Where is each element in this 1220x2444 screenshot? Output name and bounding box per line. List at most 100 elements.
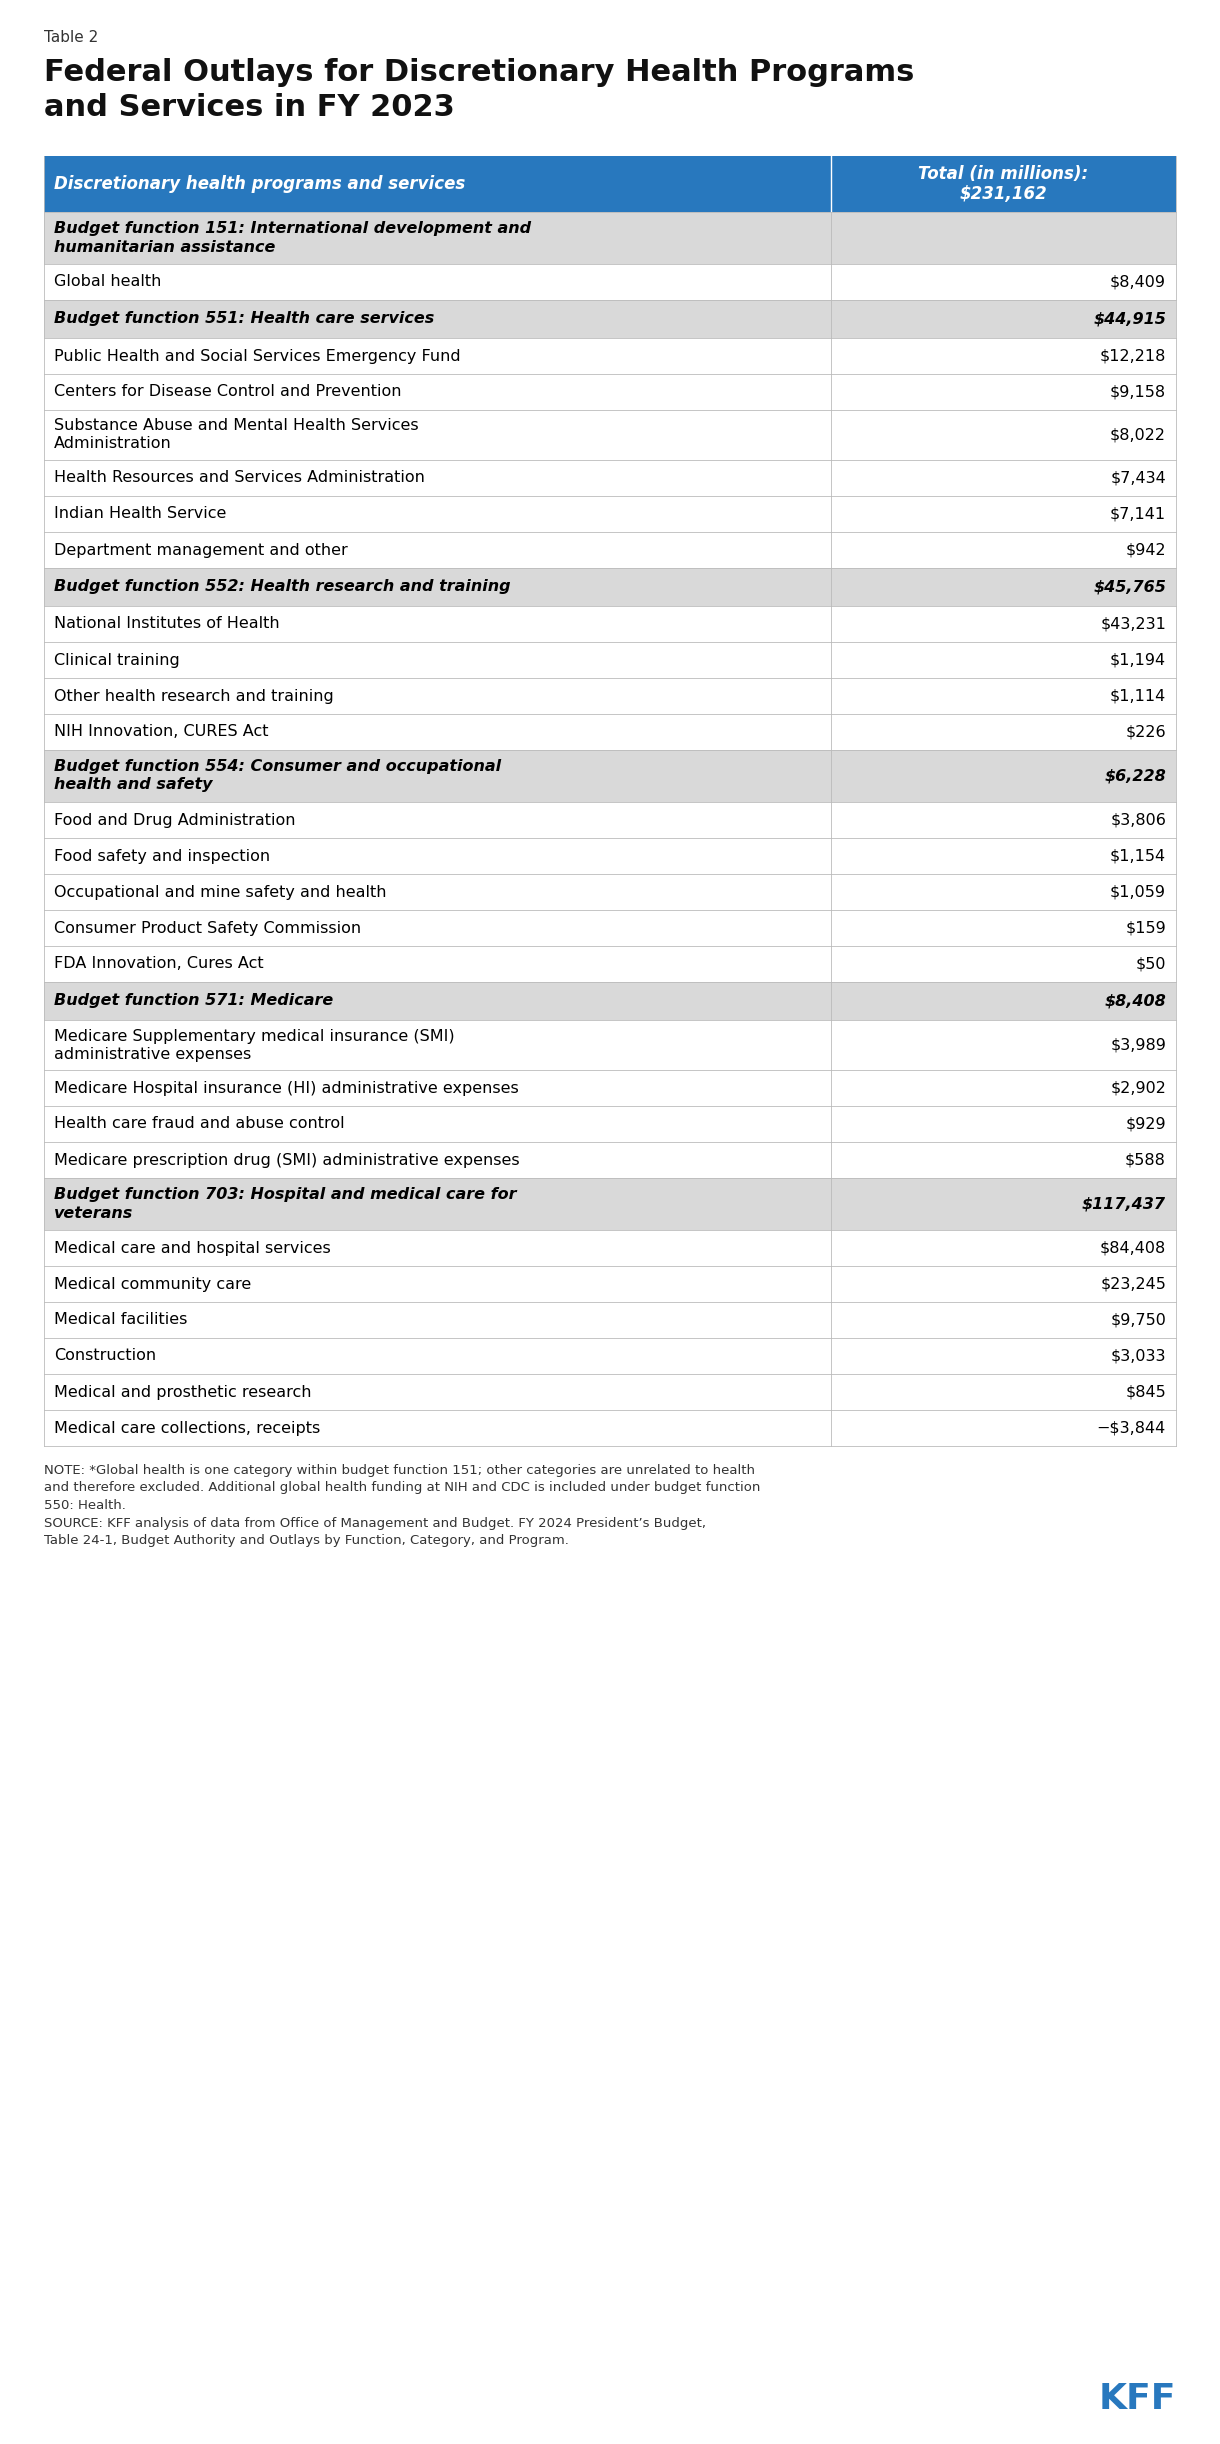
Bar	[44, 459, 1176, 496]
Text: Medicare prescription drug (SMI) administrative expenses: Medicare prescription drug (SMI) adminis…	[54, 1154, 520, 1168]
Text: Medicare Hospital insurance (HI) administrative expenses: Medicare Hospital insurance (HI) adminis…	[54, 1080, 518, 1095]
Text: Budget function 571: Medicare: Budget function 571: Medicare	[54, 995, 333, 1009]
Bar	[44, 606, 1176, 643]
Text: $8,022: $8,022	[1110, 428, 1166, 442]
Bar	[44, 677, 1176, 714]
Text: −$3,844: −$3,844	[1097, 1420, 1166, 1435]
Text: $84,408: $84,408	[1099, 1242, 1166, 1256]
Text: Discretionary health programs and services: Discretionary health programs and servic…	[54, 176, 465, 193]
Bar	[44, 982, 1176, 1019]
Bar	[44, 533, 1176, 567]
Text: Medical facilities: Medical facilities	[54, 1312, 188, 1327]
Bar	[44, 838, 1176, 875]
Text: $3,806: $3,806	[1110, 811, 1166, 829]
Text: Consumer Product Safety Commission: Consumer Product Safety Commission	[54, 921, 361, 936]
Text: $9,750: $9,750	[1110, 1312, 1166, 1327]
Bar	[44, 1374, 1176, 1410]
Text: Medical care collections, receipts: Medical care collections, receipts	[54, 1420, 320, 1435]
Text: Budget function 151: International development and
humanitarian assistance: Budget function 151: International devel…	[54, 222, 531, 254]
Text: $7,434: $7,434	[1110, 472, 1166, 486]
Bar	[44, 1337, 1176, 1374]
Bar	[44, 374, 1176, 411]
Text: $50: $50	[1136, 956, 1166, 973]
Text: $588: $588	[1125, 1154, 1166, 1168]
Text: $9,158: $9,158	[1110, 384, 1166, 398]
Text: Medical and prosthetic research: Medical and prosthetic research	[54, 1383, 311, 1400]
Text: FDA Innovation, Cures Act: FDA Innovation, Cures Act	[54, 956, 264, 973]
Text: $1,194: $1,194	[1110, 653, 1166, 667]
Text: Public Health and Social Services Emergency Fund: Public Health and Social Services Emerge…	[54, 349, 461, 364]
Text: Clinical training: Clinical training	[54, 653, 179, 667]
Bar	[44, 411, 1176, 459]
Text: $23,245: $23,245	[1100, 1276, 1166, 1290]
Text: Medicare Supplementary medical insurance (SMI)
administrative expenses: Medicare Supplementary medical insurance…	[54, 1029, 455, 1061]
Bar	[44, 1107, 1176, 1141]
Bar	[44, 337, 1176, 374]
Text: Department management and other: Department management and other	[54, 543, 348, 557]
Text: $8,409: $8,409	[1110, 274, 1166, 288]
Text: $3,033: $3,033	[1110, 1349, 1166, 1364]
Text: Indian Health Service: Indian Health Service	[54, 506, 227, 521]
Text: $1,114: $1,114	[1110, 689, 1166, 704]
Bar	[44, 1266, 1176, 1303]
Text: $3,989: $3,989	[1110, 1039, 1166, 1053]
Bar	[44, 909, 1176, 946]
Bar	[44, 1410, 1176, 1447]
Text: $226: $226	[1125, 723, 1166, 741]
Bar	[44, 567, 1176, 606]
Bar	[44, 714, 1176, 750]
Bar	[44, 946, 1176, 982]
Text: $1,154: $1,154	[1110, 848, 1166, 863]
Text: Total (in millions):
$231,162: Total (in millions): $231,162	[919, 164, 1088, 203]
Text: Global health: Global health	[54, 274, 161, 288]
Text: Other health research and training: Other health research and training	[54, 689, 334, 704]
Bar	[44, 643, 1176, 677]
Text: Budget function 703: Hospital and medical care for
veterans: Budget function 703: Hospital and medica…	[54, 1188, 516, 1220]
Text: $43,231: $43,231	[1100, 616, 1166, 631]
Text: Health care fraud and abuse control: Health care fraud and abuse control	[54, 1117, 344, 1132]
Text: $12,218: $12,218	[1099, 349, 1166, 364]
Bar	[44, 750, 1176, 802]
Text: $8,408: $8,408	[1104, 995, 1166, 1009]
Bar	[44, 213, 1176, 264]
Bar	[44, 1229, 1176, 1266]
Bar	[44, 496, 1176, 533]
Bar	[44, 1303, 1176, 1337]
Text: NOTE: *Global health is one category within budget function 151; other categorie: NOTE: *Global health is one category wit…	[44, 1464, 760, 1547]
Bar	[44, 1019, 1176, 1070]
Text: $44,915: $44,915	[1093, 310, 1166, 327]
Bar	[44, 301, 1176, 337]
Bar	[44, 1141, 1176, 1178]
Text: Medical community care: Medical community care	[54, 1276, 251, 1290]
Text: Construction: Construction	[54, 1349, 156, 1364]
Bar	[44, 264, 1176, 301]
Text: $159: $159	[1125, 921, 1166, 936]
Bar	[44, 802, 1176, 838]
Text: Substance Abuse and Mental Health Services
Administration: Substance Abuse and Mental Health Servic…	[54, 418, 418, 452]
Text: $45,765: $45,765	[1093, 579, 1166, 594]
Bar	[44, 156, 1176, 213]
Text: Table 2: Table 2	[44, 29, 99, 44]
Text: $1,059: $1,059	[1110, 885, 1166, 899]
Text: $929: $929	[1125, 1117, 1166, 1132]
Text: Budget function 554: Consumer and occupational
health and safety: Budget function 554: Consumer and occupa…	[54, 760, 501, 792]
Text: Food safety and inspection: Food safety and inspection	[54, 848, 270, 863]
Text: National Institutes of Health: National Institutes of Health	[54, 616, 279, 631]
Text: $845: $845	[1125, 1383, 1166, 1400]
Bar	[44, 1178, 1176, 1229]
Text: Centers for Disease Control and Prevention: Centers for Disease Control and Preventi…	[54, 384, 401, 398]
Text: $117,437: $117,437	[1082, 1198, 1166, 1212]
Text: Budget function 552: Health research and training: Budget function 552: Health research and…	[54, 579, 511, 594]
Text: Food and Drug Administration: Food and Drug Administration	[54, 811, 295, 829]
Text: KFF: KFF	[1098, 2383, 1176, 2417]
Text: $6,228: $6,228	[1104, 767, 1166, 785]
Text: $7,141: $7,141	[1110, 506, 1166, 521]
Text: $2,902: $2,902	[1110, 1080, 1166, 1095]
Text: $942: $942	[1125, 543, 1166, 557]
Bar	[44, 1070, 1176, 1107]
Text: Health Resources and Services Administration: Health Resources and Services Administra…	[54, 472, 425, 486]
Text: Federal Outlays for Discretionary Health Programs
and Services in FY 2023: Federal Outlays for Discretionary Health…	[44, 59, 914, 122]
Text: Budget function 551: Health care services: Budget function 551: Health care service…	[54, 310, 434, 327]
Text: Medical care and hospital services: Medical care and hospital services	[54, 1242, 331, 1256]
Text: Occupational and mine safety and health: Occupational and mine safety and health	[54, 885, 387, 899]
